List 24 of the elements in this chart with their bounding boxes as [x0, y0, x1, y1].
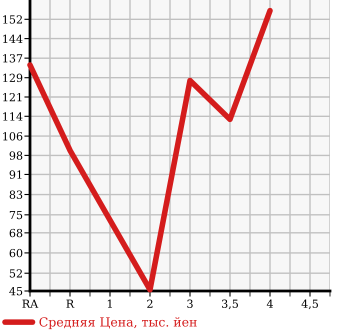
y-tick-label: 106 — [3, 132, 22, 140]
x-tick-label: 3,5 — [222, 300, 238, 310]
y-tick-label: 129 — [3, 74, 22, 82]
y-tick-label: 83 — [10, 190, 22, 199]
x-tick-label: 2 — [147, 300, 152, 308]
y-tick-label: 75 — [10, 210, 22, 220]
x-tick-label: RA — [22, 300, 38, 308]
x-tick-label: 4 — [266, 300, 273, 308]
y-tick-label: 144 — [3, 34, 22, 43]
y-tick-label: 91 — [10, 170, 22, 179]
y-tick-label: 114 — [3, 112, 22, 121]
y-tick-label: 52 — [10, 269, 22, 278]
y-tick-label: 152 — [3, 15, 22, 24]
x-tick-label: 4,5 — [302, 300, 318, 310]
x-tick-label: R — [66, 300, 74, 308]
x-tick-label: 1 — [108, 300, 112, 308]
y-tick-label: 45 — [9, 286, 22, 296]
x-tick-label: 3 — [187, 300, 193, 308]
legend-label: Средняя Цена, тыс. йен — [39, 317, 197, 330]
y-tick-label: 121 — [3, 92, 22, 102]
y-tick-label: 137 — [3, 54, 22, 63]
y-tick-label: 68 — [10, 228, 22, 238]
y-tick-label: 60 — [10, 248, 22, 258]
y-tick-label: 98 — [10, 151, 22, 160]
